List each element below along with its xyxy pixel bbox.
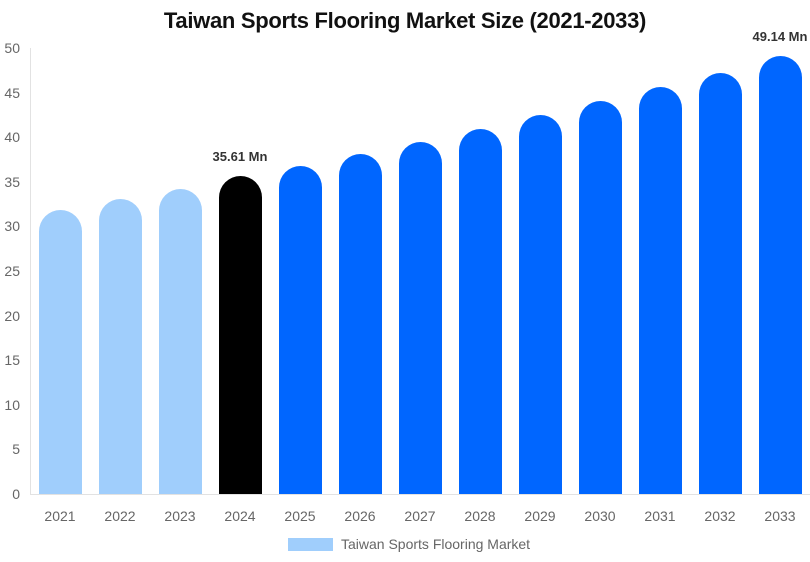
bar-2025[interactable] <box>278 165 322 494</box>
legend-label: Taiwan Sports Flooring Market <box>341 536 531 552</box>
y-tick-label: 40 <box>4 129 20 146</box>
data-label-2024: 35.61 Mn <box>212 149 268 165</box>
y-tick-label: 20 <box>4 307 20 324</box>
bar-2021[interactable] <box>38 210 82 494</box>
y-tick-label: 5 <box>12 441 20 458</box>
y-tick-label: 0 <box>12 486 20 502</box>
x-tick-label: 2026 <box>344 508 376 524</box>
bar-2024[interactable] <box>218 176 262 494</box>
bar-2026[interactable] <box>338 154 382 494</box>
bar-2022[interactable] <box>98 198 142 494</box>
chart-title: Taiwan Sports Flooring Market Size (2021… <box>163 8 647 33</box>
bar-2033[interactable] <box>758 55 802 494</box>
y-tick-label: 35 <box>4 173 20 190</box>
x-tick-label: 2033 <box>764 508 796 524</box>
x-tick-label: 2022 <box>104 508 136 524</box>
x-tick-label: 2030 <box>584 508 616 524</box>
y-tick-label: 50 <box>4 40 20 56</box>
data-label-2033: 49.14 Mn <box>752 28 808 44</box>
bar-2023[interactable] <box>158 188 202 494</box>
bar-2031[interactable] <box>638 87 682 494</box>
y-tick-label: 10 <box>4 396 20 413</box>
x-tick-label: 2023 <box>164 508 196 524</box>
bar-2032[interactable] <box>698 72 742 494</box>
x-tick-label: 2024 <box>224 508 256 524</box>
bar-2028[interactable] <box>458 129 502 494</box>
x-axis-line <box>30 494 810 495</box>
x-tick-label: 2029 <box>524 508 556 524</box>
legend[interactable]: Taiwan Sports Flooring Market <box>288 536 530 552</box>
bar-2030[interactable] <box>578 100 622 494</box>
x-tick-label: 2027 <box>404 508 436 524</box>
y-tick-label: 15 <box>4 352 20 369</box>
x-tick-label: 2032 <box>704 508 736 524</box>
bar-2027[interactable] <box>398 141 442 494</box>
y-tick-label: 25 <box>4 263 20 279</box>
x-tick-label: 2028 <box>464 508 496 524</box>
bar-2029[interactable] <box>518 114 562 494</box>
x-tick-label: 2031 <box>644 508 676 524</box>
x-tick-label: 2021 <box>44 508 76 524</box>
x-tick-label: 2025 <box>284 508 316 524</box>
y-tick-label: 45 <box>4 84 20 101</box>
legend-swatch <box>288 537 333 551</box>
y-axis-line <box>30 48 31 494</box>
y-tick-label: 30 <box>4 218 20 235</box>
